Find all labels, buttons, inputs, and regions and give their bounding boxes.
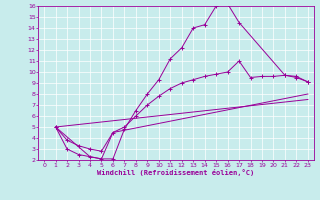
X-axis label: Windchill (Refroidissement éolien,°C): Windchill (Refroidissement éolien,°C) — [97, 169, 255, 176]
